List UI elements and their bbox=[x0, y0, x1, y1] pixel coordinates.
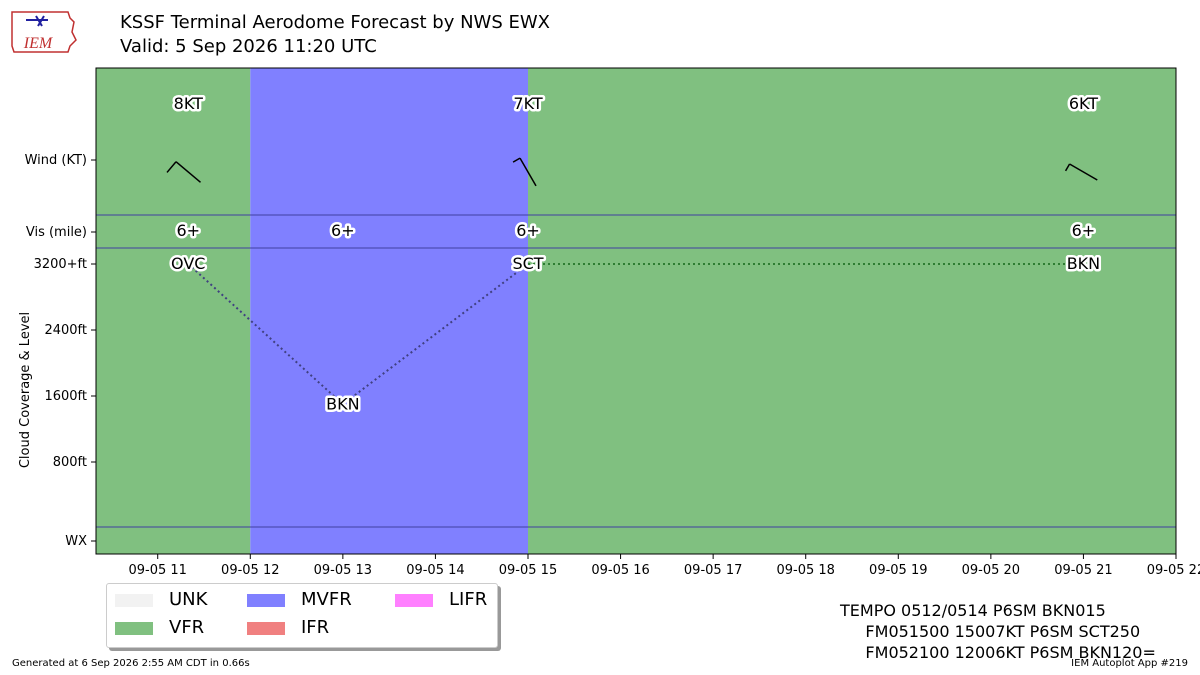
flight-category-bands bbox=[95, 68, 1176, 554]
y-tick-label-cloud-1: 1600ft bbox=[44, 389, 87, 404]
wind-speed-label-2: 6KT bbox=[1069, 94, 1098, 113]
wind-speed-label-0-halo: 8KT bbox=[174, 94, 203, 113]
visibility-label-3: 6+ bbox=[1072, 221, 1096, 240]
legend-label-lifr: LIFR bbox=[449, 589, 488, 610]
x-tick-label-7: 09-05 18 bbox=[776, 563, 834, 578]
category-band-mvfr bbox=[250, 68, 529, 554]
panel-dividers bbox=[96, 214, 1176, 528]
cloud-label-0-halo: OVC bbox=[171, 254, 205, 273]
wind-speed-label-0: 8KT bbox=[174, 94, 203, 113]
cloud-label-0: OVC bbox=[171, 254, 205, 273]
x-tick-label-0: 09-05 11 bbox=[128, 563, 186, 578]
y-tick-label-vis: Vis (mile) bbox=[26, 225, 87, 240]
cloud-label-1: BKN bbox=[326, 394, 359, 413]
visibility-label-0: 6+ bbox=[176, 221, 200, 240]
x-tick-label-3: 09-05 14 bbox=[406, 563, 464, 578]
axes: 09-05 11 09-05 12 09-05 13 09-05 14 09-05 15… bbox=[18, 67, 1200, 578]
wind-speed-label-1-halo: 7KT bbox=[513, 94, 542, 113]
wind-barb-staff-2 bbox=[1069, 163, 1098, 181]
x-tick-label-9: 09-05 20 bbox=[962, 563, 1020, 578]
chart-subtitle: Valid: 5 Sep 2026 11:20 UTC bbox=[120, 36, 377, 57]
visibility-label-3-halo: 6+ bbox=[1072, 221, 1096, 240]
legend-label-unk: UNK bbox=[169, 589, 208, 610]
category-band-vfr bbox=[528, 68, 1176, 554]
legend-swatch-mvfr bbox=[247, 594, 285, 607]
wind-barb-feather-2 bbox=[1064, 163, 1071, 172]
visibility-label-0-halo: 6+ bbox=[176, 221, 200, 240]
x-tick-label-10: 09-05 21 bbox=[1054, 563, 1112, 578]
legend-swatch-unk bbox=[115, 594, 153, 607]
legend: UNK VFR MVFR IFR LIFR bbox=[106, 583, 498, 648]
category-band-vfr bbox=[95, 68, 251, 554]
x-tick-label-1: 09-05 12 bbox=[221, 563, 279, 578]
legend-swatch-lifr bbox=[395, 594, 433, 607]
wind-barbs bbox=[166, 157, 1098, 187]
legend-swatch-ifr bbox=[247, 622, 285, 635]
y-tick-label-cloud-2: 2400ft bbox=[44, 323, 87, 338]
x-tick-label-6: 09-05 17 bbox=[684, 563, 742, 578]
y-tick-label-cloud-0: 800ft bbox=[53, 455, 87, 470]
wind-barb-feather-1 bbox=[512, 157, 521, 163]
wind-speed-label-2-halo: 6KT bbox=[1069, 94, 1098, 113]
plot-frame bbox=[95, 67, 1177, 555]
visibility-label-1-halo: 6+ bbox=[331, 221, 355, 240]
generated-timestamp: Generated at 6 Sep 2026 2:55 AM CDT in 0… bbox=[12, 658, 250, 669]
legend-label-mvfr: MVFR bbox=[301, 589, 352, 610]
legend-label-ifr: IFR bbox=[301, 617, 330, 638]
x-tick-label-4: 09-05 15 bbox=[499, 563, 557, 578]
taf-raw-text: TEMPO 0512/0514 P6SM BKN015 FM051500 150… bbox=[840, 601, 1156, 662]
cloud-trend-line-1 bbox=[342, 263, 529, 406]
wind-barb-feather-0 bbox=[166, 161, 177, 173]
x-tick-label-2: 09-05 13 bbox=[314, 563, 372, 578]
logo-text: IEM bbox=[23, 35, 54, 52]
iem-logo: IEM bbox=[11, 11, 77, 53]
cloud-axis-title: Cloud Coverage & Level bbox=[18, 312, 33, 468]
y-tick-label-wx: WX bbox=[65, 534, 87, 549]
visibility-label-1: 6+ bbox=[331, 221, 355, 240]
y-tick-label-cloud-3: 3200+ft bbox=[34, 257, 87, 272]
wind-barb-staff-1 bbox=[519, 157, 537, 187]
chart-title: KSSF Terminal Aerodome Forecast by NWS E… bbox=[120, 12, 550, 33]
legend-label-vfr: VFR bbox=[169, 617, 205, 638]
app-credit: IEM Autoplot App #219 bbox=[1071, 658, 1188, 669]
visibility-label-2: 6+ bbox=[516, 221, 540, 240]
legend-swatch-vfr bbox=[115, 622, 153, 635]
cloud-label-2-halo: SCT bbox=[512, 254, 543, 273]
x-tick-label-11: 09-05 22 bbox=[1147, 563, 1200, 578]
cloud-label-3-halo: BKN bbox=[1067, 254, 1100, 273]
y-tick-label-wind: Wind (KT) bbox=[25, 153, 87, 168]
visibility-label-2-halo: 6+ bbox=[516, 221, 540, 240]
cloud-label-1-halo: BKN bbox=[326, 394, 359, 413]
wind-barb-staff-0 bbox=[175, 161, 202, 183]
wind-speed-label-1: 7KT bbox=[513, 94, 542, 113]
cloud-label-2: SCT bbox=[512, 254, 543, 273]
cloud-label-3: BKN bbox=[1067, 254, 1100, 273]
cloud-trend-lines bbox=[187, 263, 1084, 406]
x-tick-label-5: 09-05 16 bbox=[591, 563, 649, 578]
x-tick-label-8: 09-05 19 bbox=[869, 563, 927, 578]
